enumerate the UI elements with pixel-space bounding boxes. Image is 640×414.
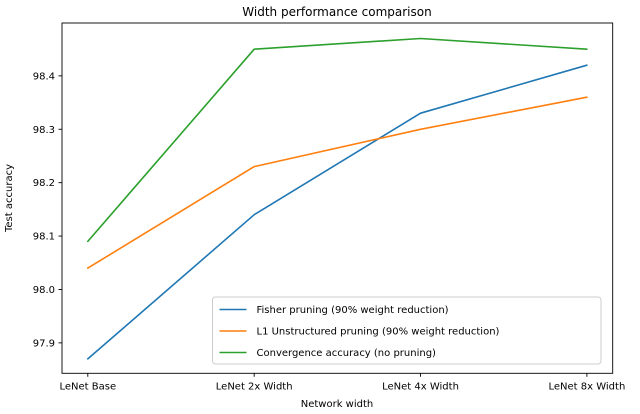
y-axis-ticks: 98.4 98.3 98.2 98.1 98.0 97.9 xyxy=(33,71,62,349)
x-tick-label: LeNet Base xyxy=(59,381,116,392)
legend-entry-label: Convergence accuracy (no pruning) xyxy=(257,348,437,359)
legend: Fisher pruning (90% weight reduction) L1 … xyxy=(212,296,602,365)
x-tick-label: LeNet 8x Width xyxy=(549,381,626,392)
y-tick-label: 98.3 xyxy=(33,125,55,136)
x-tick-label: LeNet 4x Width xyxy=(382,381,459,392)
y-tick-label: 98.4 xyxy=(33,71,55,82)
y-tick-label: 98.0 xyxy=(33,285,55,296)
y-tick-label: 98.1 xyxy=(33,232,55,243)
y-tick-label: 98.2 xyxy=(33,178,55,189)
series-line xyxy=(87,96,588,269)
legend-box xyxy=(212,296,602,365)
series-lines xyxy=(87,37,588,360)
x-tick-label: LeNet 2x Width xyxy=(216,381,293,392)
y-axis-label: Test accuracy xyxy=(4,164,15,233)
legend-entry-label: Fisher pruning (90% weight reduction) xyxy=(257,305,449,316)
plot-area-border xyxy=(61,22,614,374)
legend-entry-label: L1 Unstructured pruning (90% weight redu… xyxy=(257,327,500,338)
x-axis-ticks: LeNet Base LeNet 2x Width LeNet 4x Width Le… xyxy=(59,373,625,392)
series-line xyxy=(87,64,588,360)
y-tick-label: 97.9 xyxy=(33,338,55,349)
x-axis-label: Network width xyxy=(301,399,374,410)
series-line xyxy=(87,37,588,243)
chart-title: Width performance comparison xyxy=(242,5,431,19)
